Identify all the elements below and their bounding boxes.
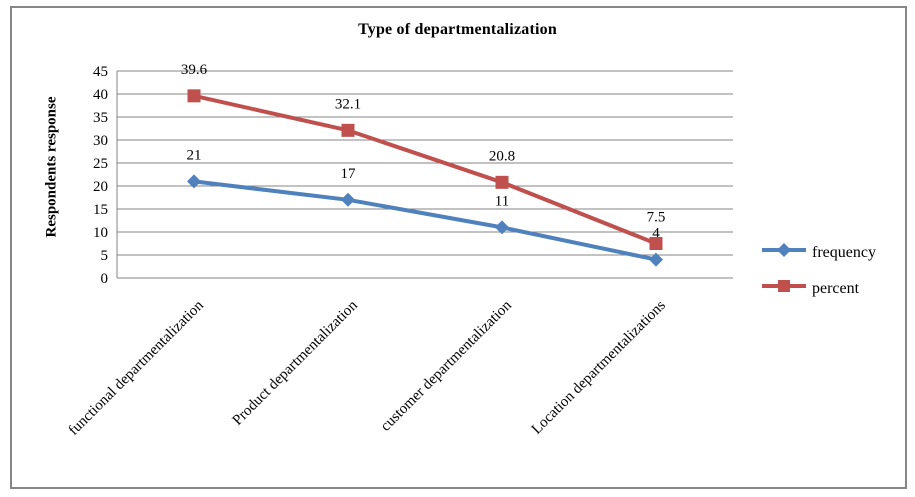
data-label-frequency: 17 <box>341 166 357 182</box>
y-tick-label: 15 <box>93 202 108 218</box>
chart-title: Type of departmentalization <box>358 21 557 38</box>
data-label-frequency: 4 <box>652 226 660 242</box>
marker-diamond-frequency-icon <box>341 192 355 207</box>
series-line-frequency <box>192 179 658 262</box>
marker-diamond-frequency-icon <box>495 220 509 235</box>
data-label-percent: 32.1 <box>335 96 361 112</box>
series-line-percent <box>192 93 658 246</box>
legend-label-percent: percent <box>812 280 860 297</box>
data-label-percent: 39.6 <box>181 62 208 78</box>
legend-entry-percent: percent <box>762 278 876 299</box>
x-category-label: Product departmentalization <box>230 297 362 429</box>
chart-frame <box>10 6 907 489</box>
marker-square-percent-icon <box>495 175 509 189</box>
legend-entry-frequency: frequency <box>762 242 876 263</box>
legend: frequency percent <box>762 242 876 299</box>
frequency-line-marker-icon <box>762 241 806 264</box>
data-label-frequency: 11 <box>495 193 509 209</box>
x-category-label: customer departmentalization <box>378 297 515 434</box>
y-tick-label: 30 <box>93 133 108 149</box>
marker-square-percent-icon <box>649 237 663 250</box>
data-label-frequency: 21 <box>187 147 202 163</box>
data-label-percent: 7.5 <box>647 210 666 226</box>
marker-square-percent-icon <box>341 123 355 137</box>
marker-diamond-frequency-icon <box>187 174 201 189</box>
y-tick-label: 40 <box>93 87 108 103</box>
y-tick-label: 45 <box>93 64 108 80</box>
y-tick-label: 25 <box>93 156 108 172</box>
marker-square-percent-icon <box>187 89 201 103</box>
marker-diamond-frequency-icon <box>649 252 663 267</box>
y-tick-label: 35 <box>93 110 108 126</box>
y-tick-label: 0 <box>101 271 109 287</box>
y-tick-label: 10 <box>93 225 108 241</box>
data-label-percent: 20.8 <box>489 148 515 164</box>
y-tick-label: 20 <box>93 179 108 195</box>
x-category-label: functional departmentalization <box>66 297 208 439</box>
y-tick-label: 5 <box>101 248 109 264</box>
percent-line-marker-icon <box>762 277 806 300</box>
x-category-label: Location departmentalizations <box>529 297 669 437</box>
legend-label-frequency: frequency <box>812 244 876 261</box>
